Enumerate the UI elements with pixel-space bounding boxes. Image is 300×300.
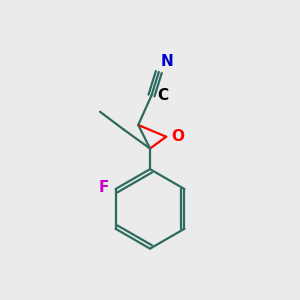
Text: N: N xyxy=(160,54,173,69)
Text: C: C xyxy=(157,88,168,103)
Text: F: F xyxy=(99,180,109,195)
Text: O: O xyxy=(172,129,184,144)
